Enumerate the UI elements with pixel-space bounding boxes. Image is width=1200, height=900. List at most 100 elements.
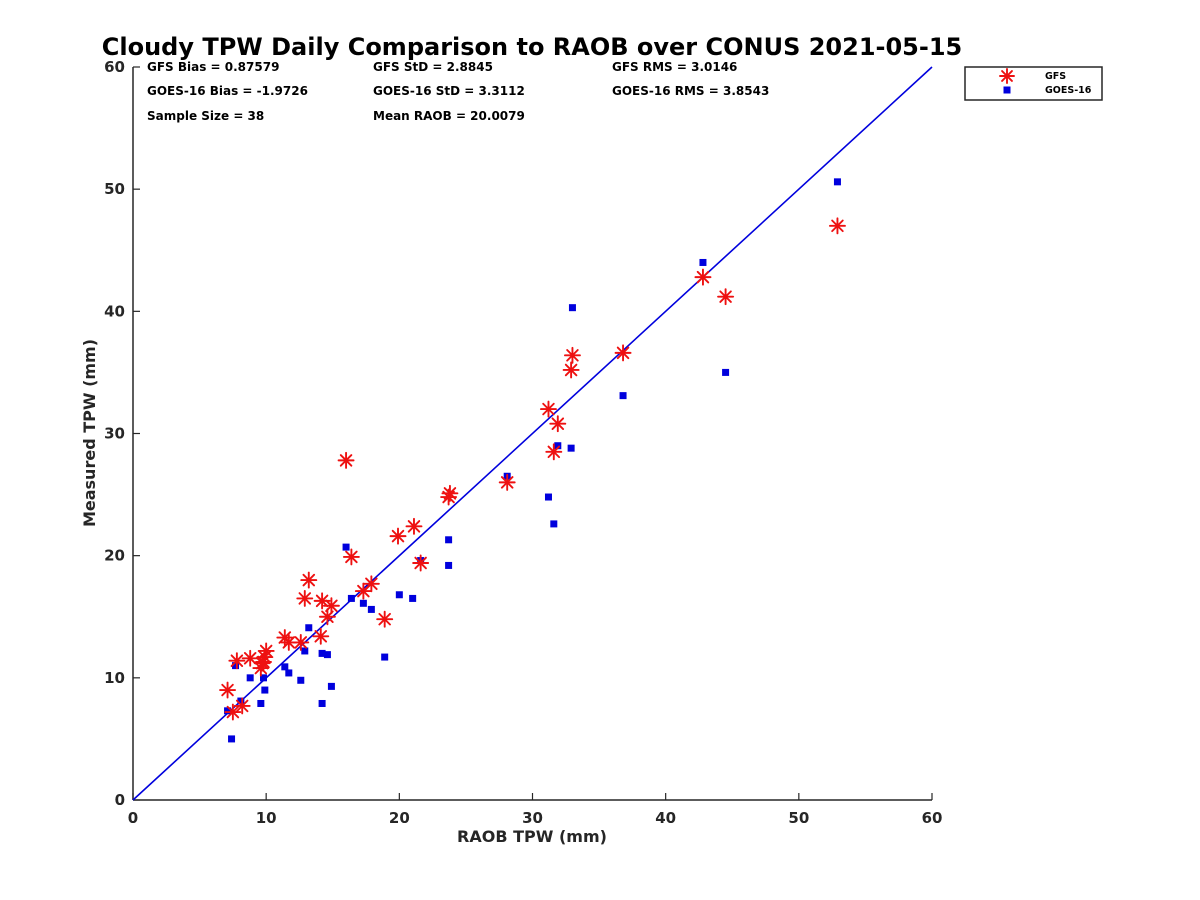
gfs-point: [441, 484, 459, 502]
stat-text: GFS StD = 2.8845: [373, 60, 493, 74]
gfs-point: [562, 361, 580, 379]
gfs-point: [405, 517, 423, 535]
x-tick-label: 10: [256, 809, 277, 827]
x-tick-label: 0: [128, 809, 138, 827]
goes16-point: [237, 697, 245, 705]
stat-text: GOES-16 Bias = -1.9726: [147, 84, 308, 98]
gfs-point: [545, 443, 563, 461]
y-tick-label: 30: [104, 425, 125, 443]
goes16-point: [619, 392, 627, 400]
stat-text: Mean RAOB = 20.0079: [373, 109, 525, 123]
gfs-point: [322, 597, 340, 615]
goes16-point: [323, 651, 331, 659]
gfs-point: [233, 697, 251, 715]
gfs-point: [614, 344, 632, 362]
goes16-point: [281, 663, 289, 671]
gfs-point: [228, 652, 246, 670]
series-gfs: [219, 217, 846, 721]
goes16-point: [568, 304, 576, 312]
goes16-point: [257, 699, 265, 707]
goes16-point: [318, 649, 326, 657]
stat-text: Sample Size = 38: [147, 109, 264, 123]
gfs-point: [498, 473, 516, 491]
gfs-point: [376, 610, 394, 628]
gfs-point: [300, 571, 318, 589]
y-tick-label: 40: [104, 302, 125, 320]
y-tick-label: 10: [104, 669, 125, 687]
goes16-point: [395, 591, 403, 599]
x-tick-label: 60: [922, 809, 943, 827]
goes16-point: [381, 653, 389, 661]
goes16-point: [232, 662, 240, 670]
y-tick-label: 60: [104, 58, 125, 76]
legend-entry-gfs: GFS: [999, 68, 1066, 84]
goes16-point: [318, 699, 326, 707]
gfs-point: [362, 575, 380, 593]
x-tick-label: 20: [389, 809, 410, 827]
goes16-point: [261, 686, 269, 694]
goes16-point: [260, 674, 268, 682]
gfs-point: [540, 400, 557, 418]
goes16-point: [445, 561, 453, 569]
y-tick-label: 20: [104, 547, 125, 565]
legend: GFS GOES-16: [964, 66, 1103, 101]
y-tick-label: 0: [115, 791, 125, 809]
goes16-point: [544, 493, 552, 501]
stat-text: GOES-16 RMS = 3.8543: [612, 84, 769, 98]
chart-title: Cloudy TPW Daily Comparison to RAOB over…: [102, 33, 962, 61]
gfs-point: [342, 548, 360, 566]
legend-marker-gfs: [999, 68, 1015, 84]
goes16-point: [285, 669, 293, 677]
legend-label: GOES-16: [1045, 85, 1092, 96]
goes16-point: [305, 624, 313, 632]
goes16-point: [445, 536, 453, 544]
series-goes-16: [224, 178, 841, 743]
goes16-point: [367, 605, 375, 613]
goes16-point: [297, 676, 305, 684]
gfs-point: [717, 288, 735, 306]
legend-entry-goes-16: GOES-16: [1003, 85, 1092, 96]
stat-text: GFS RMS = 3.0146: [612, 60, 737, 74]
stat-text: GOES-16 StD = 3.3112: [373, 84, 525, 98]
goes16-point: [224, 707, 232, 715]
goes16-point: [554, 442, 562, 450]
data-points: [219, 178, 846, 743]
goes16-point: [327, 682, 335, 690]
goes16-point: [246, 674, 254, 682]
gfs-point: [255, 653, 272, 671]
gfs-point: [224, 703, 242, 721]
gfs-point: [829, 217, 846, 235]
gfs-point: [694, 268, 712, 286]
gfs-point: [318, 608, 336, 626]
gfs-point: [257, 642, 275, 660]
goes16-point: [409, 594, 417, 602]
gfs-point: [337, 451, 355, 469]
x-tick-label: 30: [522, 809, 543, 827]
gfs-point: [389, 527, 407, 545]
gfs-point: [219, 681, 236, 699]
x-tick-label: 40: [655, 809, 676, 827]
gfs-point: [564, 346, 581, 364]
statistics-block: GFS Bias = 0.87579 GFS StD = 2.8845 GFS RM…: [147, 60, 769, 123]
goes16-point: [833, 178, 841, 186]
gfs-point: [241, 649, 259, 667]
gfs-point: [292, 633, 310, 651]
gfs-point: [296, 589, 314, 607]
y-axis-label: Measured TPW (mm): [80, 339, 99, 527]
goes16-point: [567, 444, 575, 452]
legend-label: GFS: [1045, 71, 1066, 82]
axis-ticks: 0 10 20 30 40 50 60 0 10 20 30 40 50 60: [104, 58, 942, 827]
x-tick-label: 50: [788, 809, 809, 827]
gfs-point: [412, 554, 430, 572]
stat-text: GFS Bias = 0.87579: [147, 60, 279, 74]
goes16-point: [550, 520, 558, 528]
goes16-point: [359, 599, 367, 607]
x-axis-label: RAOB TPW (mm): [457, 827, 607, 846]
gfs-point: [549, 415, 567, 433]
legend-marker-goes16: [1003, 86, 1011, 94]
legend-box: [964, 66, 1103, 101]
gfs-point: [312, 627, 330, 645]
one-to-one-reference-line: [132, 66, 933, 801]
goes16-point: [699, 258, 707, 266]
